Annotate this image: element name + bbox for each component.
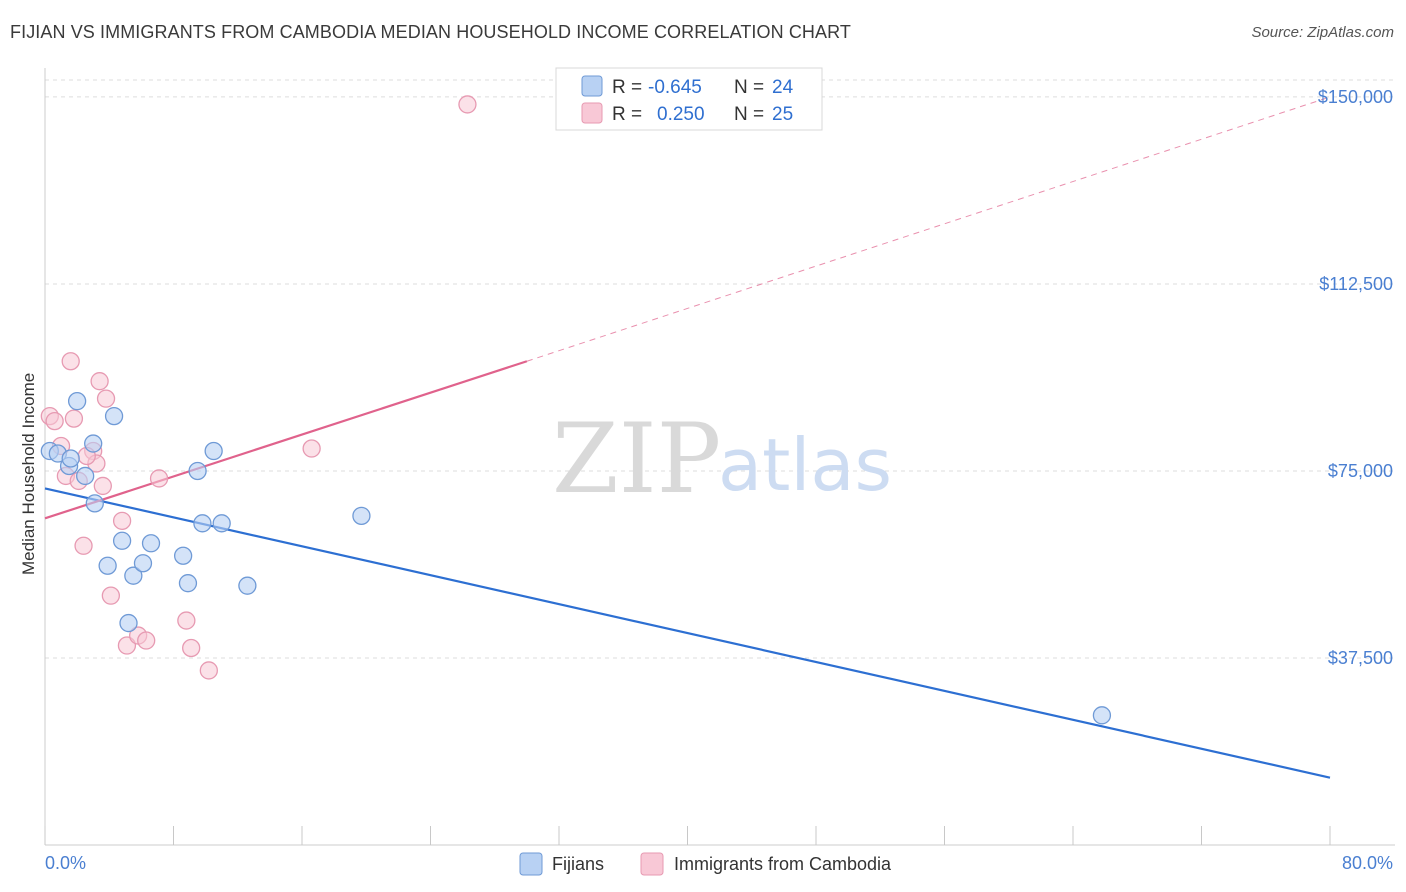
y-tick-label: $37,500	[1328, 648, 1393, 668]
fijians-point	[84, 434, 103, 453]
legend-cambodia-swatch	[640, 852, 664, 876]
cambodia-trend-extension	[526, 96, 1331, 362]
x-tick-label-min: 0.0%	[45, 853, 86, 873]
cambodia-point	[101, 586, 121, 605]
cambodia-r-label: R =	[612, 104, 642, 125]
cambodia-swatch	[581, 102, 603, 124]
fijians-point	[85, 494, 104, 513]
cambodia-point	[90, 372, 109, 391]
fijians-point	[178, 574, 198, 593]
cambodia-point	[137, 631, 156, 650]
cambodia-point	[302, 439, 321, 458]
cambodia-point	[96, 389, 116, 408]
cambodia-point	[177, 611, 196, 630]
y-tick-label: $112,500	[1319, 274, 1393, 294]
fijians-point	[193, 514, 212, 533]
fijians-point	[112, 531, 132, 550]
fijians-r-value: -0.645	[648, 77, 702, 98]
fijians-point	[67, 391, 87, 411]
fijians-trend-line	[44, 487, 1331, 779]
fijians-point	[204, 441, 223, 461]
watermark-atlas: atlas	[718, 423, 892, 507]
chart-title: FIJIAN VS IMMIGRANTS FROM CAMBODIA MEDIA…	[10, 22, 852, 42]
cambodia-point	[112, 511, 132, 530]
cambodia-point	[74, 536, 93, 555]
cambodia-trend-line	[44, 360, 528, 520]
fijians-point	[352, 506, 371, 526]
fijians-n-label: N =	[734, 77, 764, 98]
fijians-point	[188, 461, 207, 481]
cambodia-point	[458, 95, 477, 114]
trend-lines	[44, 96, 1331, 779]
fijians-point	[119, 613, 138, 633]
fijians-swatch	[581, 75, 603, 97]
fijians-point	[212, 514, 231, 533]
cambodia-r-value: 0.250	[657, 104, 705, 125]
y-tick-label: $75,000	[1328, 461, 1393, 481]
fijians-point	[61, 449, 80, 468]
axes	[44, 68, 1395, 846]
cambodia-point	[149, 469, 169, 488]
fijians-r-label: R =	[612, 77, 642, 98]
series-legend: Fijians Immigrants from Cambodia	[519, 852, 892, 876]
fijians-point	[124, 566, 143, 585]
legend-fijians-label: Fijians	[552, 854, 604, 874]
fijians-point	[104, 406, 124, 426]
fijians-point	[173, 546, 193, 565]
cambodia-point	[93, 476, 112, 496]
watermark-zip: ZIP	[552, 403, 721, 515]
y-axis-label: Median Household Income	[19, 373, 38, 575]
fijians-point	[238, 576, 257, 595]
source-label: Source: ZipAtlas.com	[1251, 24, 1394, 41]
fijians-point	[133, 554, 153, 573]
fijians-point	[76, 466, 95, 486]
x-tick-label-max: 80.0%	[1342, 853, 1393, 873]
cambodia-n-value: 25	[772, 104, 793, 125]
legend-fijians-swatch	[519, 852, 543, 876]
cambodia-point	[61, 352, 80, 371]
data-points	[40, 95, 1112, 725]
stats-legend: R = -0.645 N = 24 R = 0.250 N = 25	[555, 67, 823, 131]
gridlines	[45, 79, 1395, 659]
cambodia-point	[64, 409, 84, 428]
legend-cambodia-label: Immigrants from Cambodia	[674, 854, 892, 874]
cambodia-point	[199, 661, 218, 680]
x-tick-labels: 0.0% 80.0%	[45, 853, 1393, 873]
fijians-point	[1092, 706, 1112, 725]
fijians-point	[98, 556, 117, 575]
y-tick-label: $150,000	[1318, 87, 1393, 107]
cambodia-n-label: N =	[734, 104, 764, 125]
y-tick-labels: $37,500 $75,000 $112,500 $150,000	[1318, 87, 1393, 668]
cambodia-point	[45, 411, 64, 431]
fijians-point	[141, 534, 161, 553]
cambodia-point	[182, 638, 201, 658]
fijians-n-value: 24	[772, 77, 794, 98]
